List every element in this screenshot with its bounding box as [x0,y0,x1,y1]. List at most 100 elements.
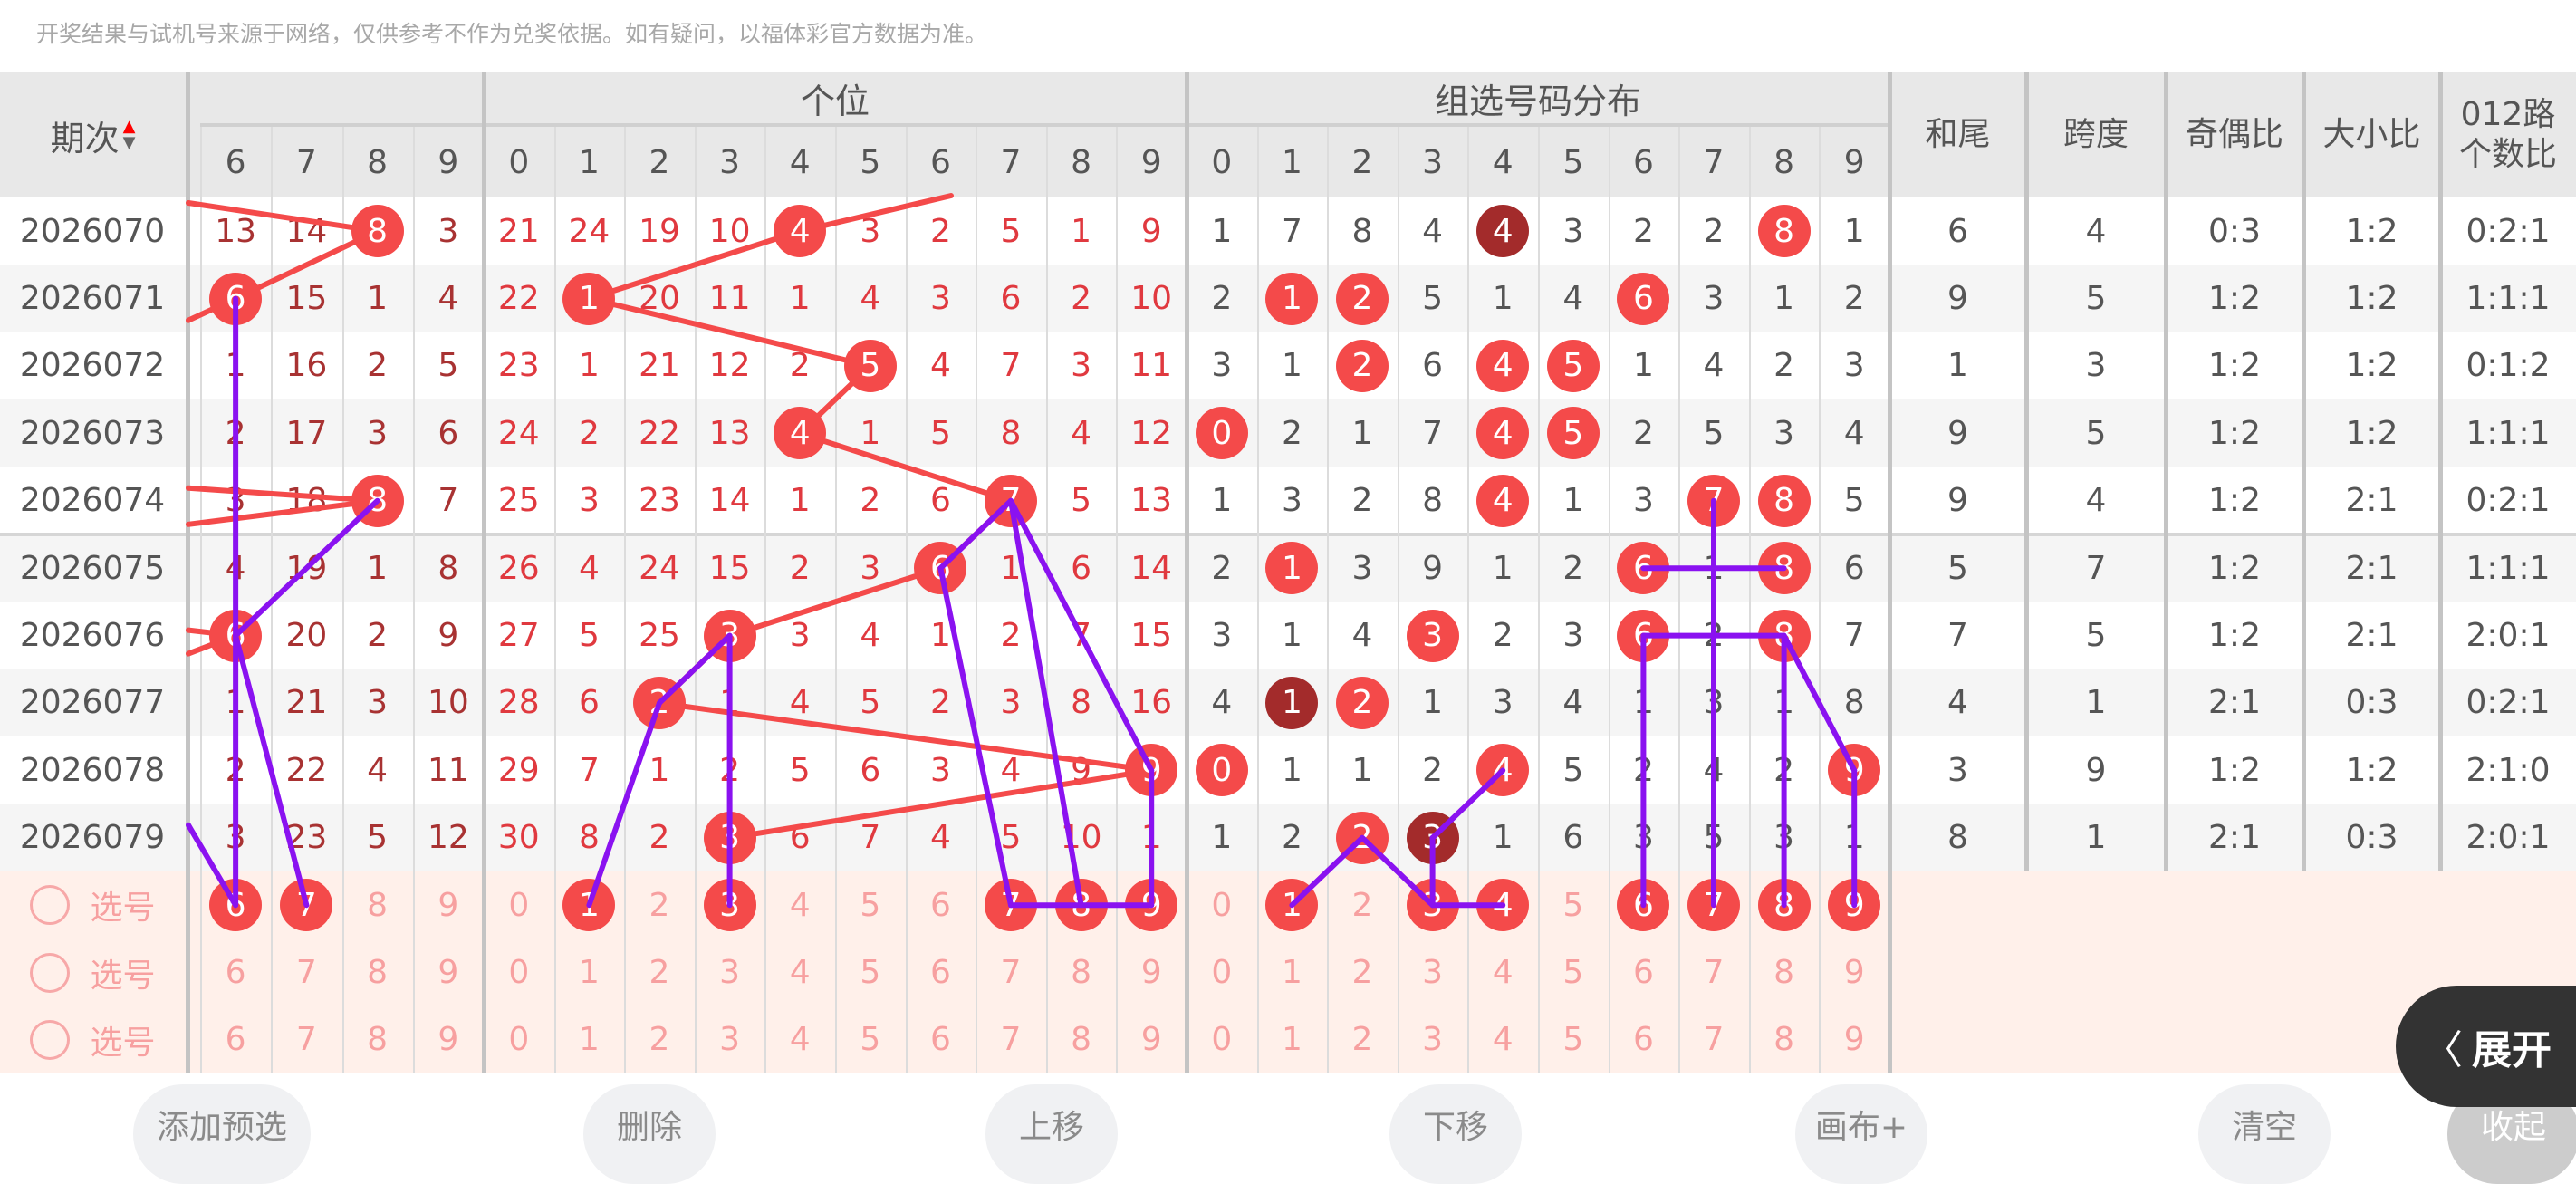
number-ball[interactable]: 6 [209,272,263,325]
trend-chart-table[interactable]: 期次 ▲ ▼ 个位 组选号码分布 6 7 8 9 0 1 2 3 4 5 6 7 8 9 0 1 2 3 4 5 6 7 8 9 和尾 跨度… [0,72,2576,1074]
combo-cell[interactable]: 4 [1467,399,1538,467]
ones-cell[interactable]: 7 [976,467,1046,534]
select-number-toggle[interactable]: 选号 [0,871,186,939]
number-ball[interactable]: 8 [1757,474,1811,527]
combo-cell[interactable]: 2 [1327,804,1398,871]
number-ball[interactable]: 3 [703,879,756,932]
combo-cell[interactable]: 2 [1327,332,1398,399]
number-ball[interactable]: 8 [1757,205,1811,258]
number-ball[interactable]: 1 [1265,879,1319,932]
select-digit[interactable]: 8 [1046,871,1117,939]
number-ball[interactable]: 7 [280,879,333,932]
number-ball[interactable]: 8 [1054,879,1108,932]
clear-button[interactable]: 清空 [2198,1084,2331,1184]
combo-cell[interactable]: 8 [1749,467,1820,534]
number-ball[interactable]: 6 [914,542,967,595]
number-ball[interactable]: 9 [1125,744,1178,797]
ones-cell[interactable]: 5 [835,332,906,399]
number-ball[interactable]: 1 [562,272,616,325]
combo-cell[interactable]: 8 [1749,602,1820,669]
combo-cell[interactable]: 5 [1538,332,1609,399]
select-number-toggle[interactable]: 选号 [0,1006,186,1073]
header-period[interactable]: 期次 ▲ ▼ [0,72,186,197]
number-ball[interactable]: 2 [1335,339,1389,392]
number-ball[interactable]: 1 [1265,676,1319,729]
number-ball[interactable]: 2 [632,676,686,729]
combo-cell[interactable]: 4 [1467,467,1538,534]
combo-cell[interactable]: 6 [1609,602,1679,669]
number-ball[interactable]: 7 [984,474,1037,527]
number-ball[interactable]: 8 [1757,609,1811,662]
number-ball[interactable]: 8 [351,474,404,527]
move-up-button[interactable]: 上移 [985,1084,1118,1184]
number-ball[interactable]: 6 [1617,272,1670,325]
number-ball[interactable]: 7 [1687,879,1740,932]
combo-cell[interactable]: 6 [1609,534,1679,602]
combo-cell[interactable]: 1 [1257,669,1328,736]
number-ball[interactable]: 4 [1476,744,1530,797]
canvas-add-button[interactable]: 画布+ [1795,1084,1927,1184]
number-ball[interactable]: 1 [1265,272,1319,325]
select-digit[interactable]: 1 [554,871,625,939]
ones-cell[interactable]: 1 [554,265,625,332]
number-ball[interactable]: 4 [1476,879,1530,932]
sort-icon[interactable]: ▲ ▼ [122,117,136,152]
select-digit[interactable]: 3 [695,871,765,939]
tail-cell[interactable]: 8 [342,467,413,534]
number-ball[interactable]: 4 [774,205,827,258]
number-ball[interactable]: 7 [1687,474,1740,527]
number-ball[interactable]: 9 [1828,879,1881,932]
tail-cell[interactable]: 6 [200,265,271,332]
number-ball[interactable]: 3 [1406,811,1459,864]
select-digit[interactable]: 6 [1609,871,1679,939]
number-ball[interactable]: 4 [1476,205,1530,258]
select-digit[interactable]: 9 [1819,871,1889,939]
select-digit[interactable]: 8 [1749,871,1820,939]
ones-cell[interactable]: 3 [695,804,765,871]
ones-cell[interactable]: 2 [624,669,695,736]
ones-cell[interactable]: 4 [764,197,835,265]
combo-cell[interactable]: 2 [1327,265,1398,332]
select-digit[interactable]: 3 [1398,871,1468,939]
tail-cell[interactable]: 6 [200,602,271,669]
number-ball[interactable]: 9 [1828,744,1881,797]
combo-cell[interactable]: 3 [1398,804,1468,871]
number-ball[interactable]: 2 [1335,272,1389,325]
number-ball[interactable]: 8 [351,205,404,258]
select-digit[interactable]: 1 [1257,871,1328,939]
number-ball[interactable]: 1 [1265,542,1319,595]
combo-cell[interactable]: 2 [1327,669,1398,736]
expand-button[interactable]: 〈 展开 [2396,986,2576,1107]
combo-cell[interactable]: 0 [1187,736,1257,804]
number-ball[interactable]: 0 [1195,407,1248,460]
number-ball[interactable]: 1 [562,879,616,932]
select-digit[interactable]: 9 [1116,871,1187,939]
number-ball[interactable]: 6 [1617,879,1670,932]
radio-circle-icon[interactable] [30,1019,71,1060]
combo-cell[interactable]: 7 [1678,467,1749,534]
select-digit[interactable]: 7 [1678,871,1749,939]
select-number-toggle[interactable]: 选号 [0,939,186,1006]
ones-cell[interactable]: 9 [1116,736,1187,804]
combo-cell[interactable]: 8 [1749,534,1820,602]
combo-cell[interactable]: 4 [1467,332,1538,399]
number-ball[interactable]: 2 [1335,811,1389,864]
add-preselect-button[interactable]: 添加预选 [133,1084,311,1184]
number-ball[interactable]: 6 [209,609,263,662]
number-ball[interactable]: 6 [209,879,263,932]
ones-cell[interactable]: 4 [764,399,835,467]
number-ball[interactable]: 4 [1476,474,1530,527]
number-ball[interactable]: 0 [1195,744,1248,797]
number-ball[interactable]: 2 [1335,676,1389,729]
number-ball[interactable]: 5 [843,339,897,392]
delete-button[interactable]: 删除 [583,1084,716,1184]
select-digit[interactable]: 7 [271,871,341,939]
number-ball[interactable]: 4 [774,407,827,460]
combo-cell[interactable]: 5 [1538,399,1609,467]
number-ball[interactable]: 3 [1406,879,1459,932]
select-digit[interactable]: 4 [1467,871,1538,939]
number-ball[interactable]: 6 [1617,542,1670,595]
number-ball[interactable]: 4 [1476,339,1530,392]
select-digit[interactable]: 6 [200,871,271,939]
number-ball[interactable]: 6 [1617,609,1670,662]
